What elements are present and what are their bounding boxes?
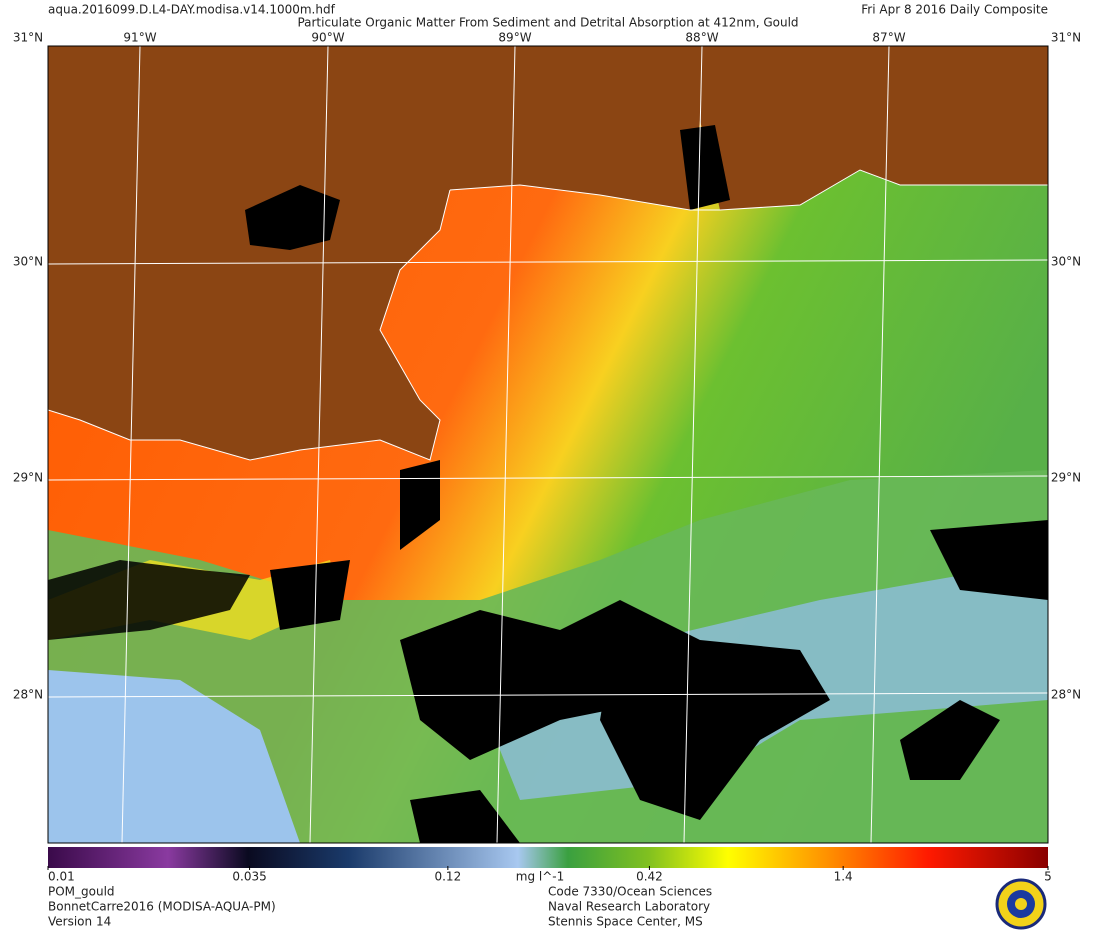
graticule: 31°N 31°N 30°N 30°N 29°N 29°N 28°N 28°N 91°W 90°W… xyxy=(13,31,1081,844)
dataset: BonnetCarre2016 (MODISA-AQUA-PM) xyxy=(48,900,276,914)
version: Version 14 xyxy=(48,915,111,929)
lat-label: 30°N xyxy=(13,255,43,269)
meridian xyxy=(496,45,516,844)
lat-label: 29°N xyxy=(13,471,43,485)
date: Fri Apr 8 2016 Daily Composite xyxy=(861,3,1048,17)
lat-label: 31°N xyxy=(13,31,43,45)
colorbar-tick-label: 0.12 xyxy=(434,870,461,884)
lat-label: 29°N xyxy=(1051,471,1081,485)
land xyxy=(48,46,1048,460)
meridian xyxy=(870,45,890,844)
filename: aqua.2016099.D.L4-DAY.modisa.v14.1000m.h… xyxy=(48,3,336,17)
cloud xyxy=(930,520,1048,600)
lon-label: 88°W xyxy=(685,31,718,45)
colorbar-tick-label: 1.4 xyxy=(834,870,853,884)
org-line: Naval Research Laboratory xyxy=(548,900,710,914)
cloud xyxy=(600,640,830,820)
colorbar-unit: mg l^-1 xyxy=(516,870,564,884)
lake xyxy=(245,185,340,250)
map xyxy=(48,46,1048,843)
meridian xyxy=(683,45,703,844)
org-line: Stennis Space Center, MS xyxy=(548,915,703,929)
bay xyxy=(680,125,730,210)
meridian xyxy=(309,45,329,844)
logo xyxy=(995,878,1047,930)
cloud xyxy=(400,460,440,550)
parallel xyxy=(47,692,1049,698)
colorbar-tick-label: 0.01 xyxy=(48,870,75,884)
coastline xyxy=(48,189,451,461)
map-frame xyxy=(47,45,1049,844)
parallel xyxy=(47,475,1049,481)
cloud xyxy=(48,560,250,640)
lon-label: 89°W xyxy=(498,31,531,45)
meridian xyxy=(121,45,141,844)
lat-label: 28°N xyxy=(1051,688,1081,702)
lon-label: 90°W xyxy=(311,31,344,45)
cloud xyxy=(270,560,350,630)
cloud xyxy=(410,790,520,843)
product: POM_gould xyxy=(48,885,115,899)
water-blue xyxy=(48,670,300,843)
colorbar xyxy=(48,847,1048,868)
colorbar-tick-label: 5 xyxy=(1044,870,1052,884)
org-line: Code 7330/Ocean Sciences xyxy=(548,885,712,899)
coastline xyxy=(449,169,1048,211)
lon-label: 87°W xyxy=(872,31,905,45)
parallel xyxy=(47,259,1049,265)
colorbar-ticks: 0.01 0.035 0.12 0.42 1.4 5 xyxy=(47,866,1052,884)
cloud xyxy=(400,600,700,760)
lon-label: 91°W xyxy=(123,31,156,45)
lat-label: 30°N xyxy=(1051,255,1081,269)
cloud xyxy=(900,700,1000,780)
colorbar-tick-label: 0.42 xyxy=(636,870,663,884)
lat-label: 31°N xyxy=(1051,31,1081,45)
title: Particulate Organic Matter From Sediment… xyxy=(297,16,798,30)
lat-label: 28°N xyxy=(13,688,43,702)
colorbar-tick-label: 0.035 xyxy=(232,870,266,884)
